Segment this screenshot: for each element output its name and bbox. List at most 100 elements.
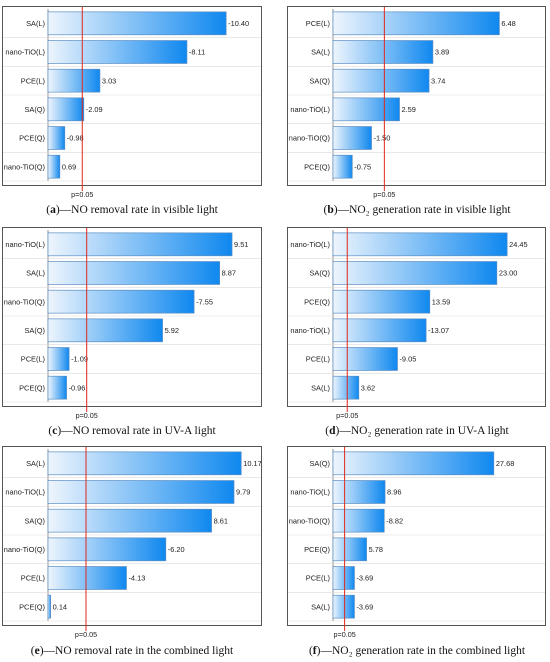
chart-plot-area: SA(Q) 27.68 nano-TiO(L) 8.96 nano-TiO(Q) -8.8… bbox=[287, 446, 546, 639]
category-label: nano-TiO(L) bbox=[5, 488, 45, 497]
bar bbox=[332, 594, 355, 619]
data-label: -7.55 bbox=[196, 297, 213, 306]
data-label: 5.78 bbox=[369, 545, 383, 554]
data-label: 0.14 bbox=[53, 602, 67, 611]
category-label: nano-TiO(L) bbox=[5, 240, 45, 249]
category-label: PCE(Q) bbox=[304, 545, 330, 554]
bar bbox=[47, 232, 233, 257]
category-label: nano-TiO(L) bbox=[290, 488, 330, 497]
bar bbox=[47, 261, 221, 285]
chart-caption: (d)—NO₂ generation rate in UV-A light bbox=[325, 425, 509, 437]
category-label: PCE(Q) bbox=[304, 297, 330, 306]
data-label: 6.48 bbox=[501, 19, 515, 28]
data-label: 9.51 bbox=[234, 240, 248, 249]
category-label: nano-TiO(Q) bbox=[4, 162, 45, 171]
chart-plot-area: PCE(L) 6.48 SA(L) 3.89 SA(Q) 3.74 nano-TiO(L) 2… bbox=[287, 6, 546, 199]
category-label: SA(L) bbox=[26, 269, 45, 278]
category-label: SA(L) bbox=[26, 459, 45, 468]
category-label: nano-TiO(Q) bbox=[289, 516, 330, 525]
bar bbox=[332, 451, 495, 476]
category-label: PCE(L) bbox=[21, 355, 45, 364]
data-label: 8.87 bbox=[222, 269, 236, 278]
bar bbox=[47, 97, 85, 122]
bar bbox=[332, 508, 385, 533]
bar bbox=[47, 594, 52, 619]
category-label: SA(Q) bbox=[309, 269, 330, 278]
bar bbox=[47, 289, 195, 314]
data-label: -0.98 bbox=[67, 134, 84, 143]
category-label: SA(Q) bbox=[24, 516, 45, 525]
data-label: 10.17 bbox=[243, 459, 261, 468]
data-label: 8.61 bbox=[214, 516, 228, 525]
data-label: 3.74 bbox=[431, 76, 445, 85]
category-label: PCE(L) bbox=[21, 76, 45, 85]
chart-caption: (a)—NO removal rate in visible light bbox=[46, 204, 218, 216]
bar bbox=[332, 97, 400, 122]
bar bbox=[47, 126, 66, 150]
category-label: nano-TiO(L) bbox=[290, 326, 330, 335]
data-label: -13.07 bbox=[428, 326, 449, 335]
chart-plot-area: nano-TiO(L) 9.51 SA(L) 8.87 nano-TiO(Q) -7.55… bbox=[2, 227, 262, 420]
category-label: PCE(L) bbox=[306, 574, 330, 583]
category-label: SA(Q) bbox=[24, 326, 45, 335]
bar bbox=[332, 318, 427, 343]
data-label: -1.50 bbox=[374, 134, 391, 143]
chart-svg: SA(L) -10.40 nano-TiO(L) -8.11 PCE(L) 3.03 SA(… bbox=[3, 7, 261, 199]
bar bbox=[47, 537, 167, 562]
data-label: -3.69 bbox=[356, 574, 373, 583]
threshold-label: p=0.05 bbox=[75, 630, 97, 639]
data-label: 3.89 bbox=[435, 48, 449, 57]
chart-svg: SA(L) 10.17 nano-TiO(L) 9.79 SA(Q) 8.61 nano-T… bbox=[3, 447, 262, 639]
bar bbox=[332, 126, 372, 150]
threshold-label: p=0.05 bbox=[76, 411, 98, 420]
bar bbox=[47, 566, 127, 590]
chart-svg: SA(Q) 27.68 nano-TiO(L) 8.96 nano-TiO(Q) -8.8… bbox=[288, 447, 545, 639]
chart-caption: (b)—NO₂ generation rate in visible light bbox=[323, 204, 511, 216]
bar bbox=[332, 11, 500, 36]
data-label: -3.69 bbox=[356, 602, 373, 611]
bar bbox=[47, 480, 235, 504]
bar bbox=[332, 154, 353, 179]
bar bbox=[47, 347, 70, 371]
chart-svg: nano-TiO(L) 9.51 SA(L) 8.87 nano-TiO(Q) -7.55… bbox=[3, 228, 261, 420]
category-label: PCE(Q) bbox=[19, 383, 45, 392]
chart-svg: PCE(L) 6.48 SA(L) 3.89 SA(Q) 3.74 nano-TiO(L) 2… bbox=[288, 7, 545, 199]
chart-plot-area: SA(L) -10.40 nano-TiO(L) -8.11 PCE(L) 3.03 SA(… bbox=[2, 6, 262, 199]
bar bbox=[47, 451, 242, 476]
bar bbox=[332, 232, 508, 257]
chart-plot-area: nano-TiO(L) 24.45 SA(Q) 23.00 PCE(Q) 13.59 nan… bbox=[287, 227, 546, 420]
bar bbox=[47, 375, 67, 400]
bar bbox=[47, 154, 61, 179]
bar bbox=[47, 11, 227, 36]
category-label: nano-TiO(L) bbox=[290, 240, 330, 249]
data-label: -8.11 bbox=[189, 48, 205, 57]
data-label: 2.59 bbox=[402, 105, 416, 114]
data-label: 3.03 bbox=[102, 76, 116, 85]
bar bbox=[332, 261, 498, 285]
category-label: SA(L) bbox=[311, 602, 330, 611]
category-label: PCE(L) bbox=[306, 355, 330, 364]
data-label: 8.96 bbox=[387, 488, 401, 497]
bar bbox=[47, 508, 212, 533]
data-label: -1.09 bbox=[71, 355, 88, 364]
category-label: PCE(L) bbox=[21, 574, 45, 583]
bar bbox=[332, 40, 434, 64]
category-label: SA(Q) bbox=[309, 459, 330, 468]
category-label: SA(L) bbox=[26, 19, 45, 28]
data-label: -8.82 bbox=[386, 516, 403, 525]
threshold-label: p=0.05 bbox=[334, 630, 356, 639]
category-label: nano-TiO(L) bbox=[290, 105, 330, 114]
category-label: nano-TiO(Q) bbox=[4, 545, 45, 554]
bar bbox=[47, 68, 101, 93]
bar bbox=[332, 566, 355, 590]
data-label: -10.40 bbox=[228, 19, 249, 28]
data-label: 0.69 bbox=[62, 162, 76, 171]
chart-caption: (c)—NO removal rate in UV-A light bbox=[48, 425, 216, 437]
category-label: PCE(L) bbox=[306, 19, 330, 28]
data-label: 13.59 bbox=[432, 297, 451, 306]
data-label: -4.13 bbox=[128, 574, 145, 583]
category-label: nano-TiO(L) bbox=[5, 48, 45, 57]
category-label: nano-TiO(Q) bbox=[289, 134, 330, 143]
bar bbox=[332, 375, 360, 400]
chart-caption: (f)—NO₂ generation rate in the combined … bbox=[308, 645, 526, 657]
